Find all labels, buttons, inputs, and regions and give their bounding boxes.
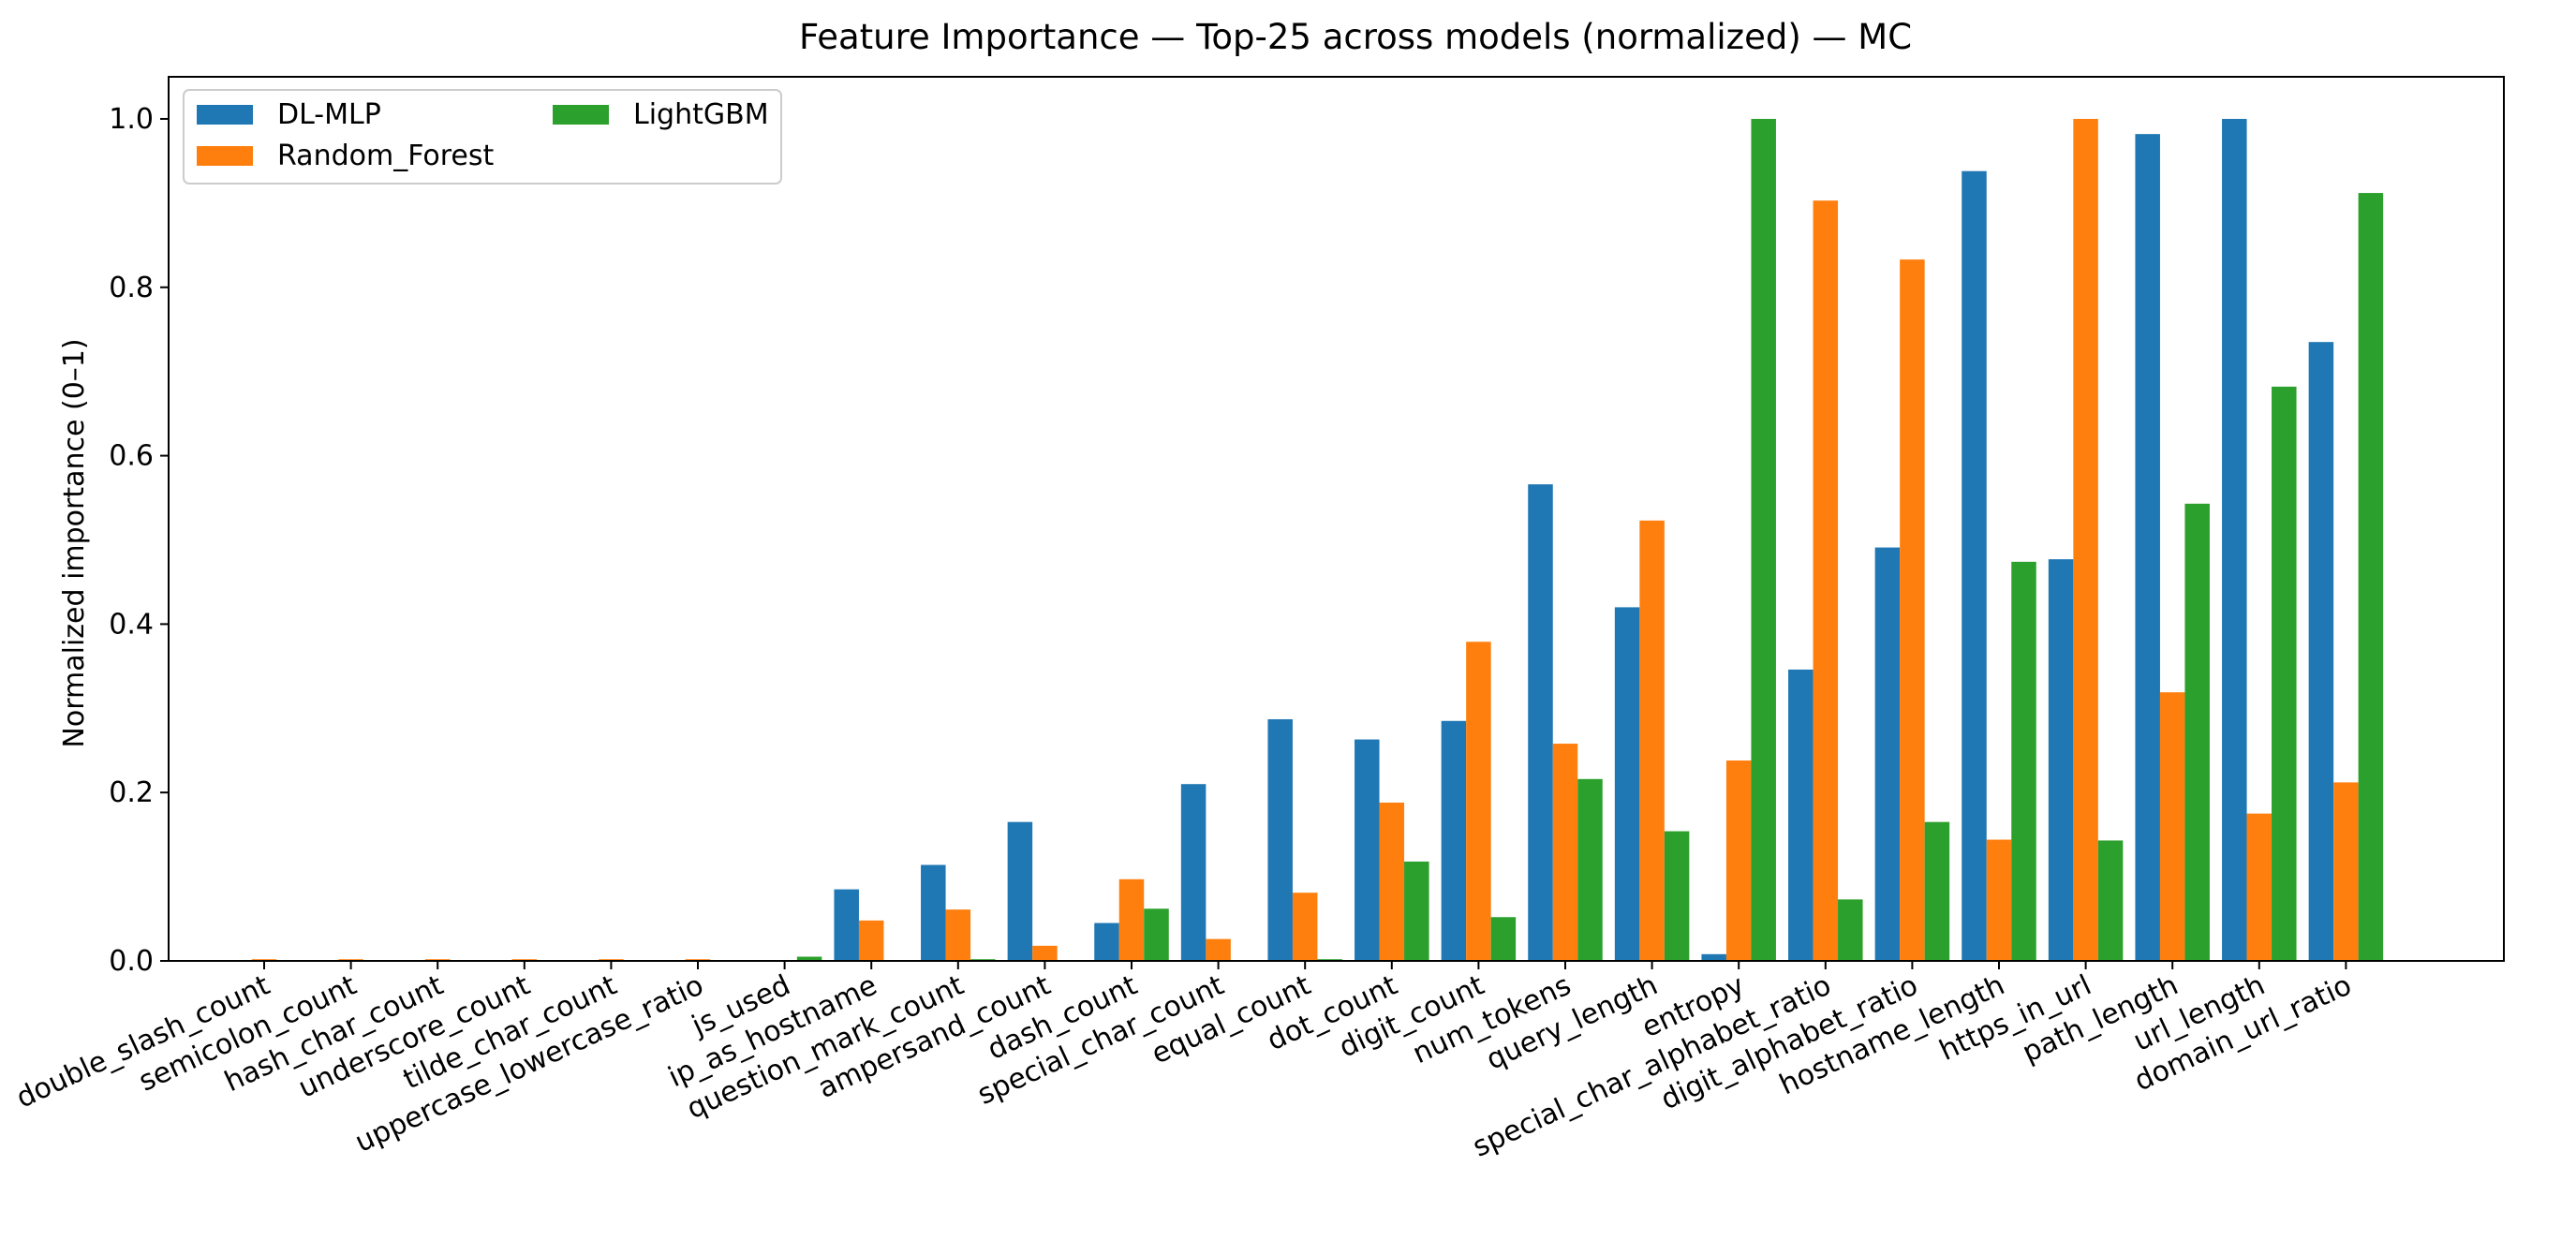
bar-lightgbm-special-char-alphabet-ratio <box>1838 899 1863 961</box>
legend-swatch-random-forest <box>197 146 253 166</box>
bar-dl-mlp-url-length <box>2222 118 2247 961</box>
y-tick-label: 0.2 <box>109 776 154 809</box>
bar-lightgbm-digit-alphabet-ratio <box>1924 821 1950 961</box>
bar-lightgbm-path-length <box>2184 503 2210 961</box>
bar-random-forest-digit-alphabet-ratio <box>1900 259 1925 962</box>
bar-lightgbm-https-in-url <box>2097 840 2124 961</box>
bar-random-forest-query-length <box>1639 520 1665 961</box>
y-tick-label: 0.4 <box>109 608 154 641</box>
bar-lightgbm-js-used <box>796 956 822 961</box>
legend-swatch-lightgbm <box>553 105 609 125</box>
bar-random-forest-url-length <box>2246 813 2273 961</box>
y-tick-label: 0.8 <box>109 272 154 304</box>
bar-random-forest-path-length <box>2159 692 2185 961</box>
bar-dl-mlp-ip-as-hostname <box>834 889 859 961</box>
bar-dl-mlp-entropy <box>1701 953 1726 961</box>
bar-lightgbm-entropy <box>1751 118 1776 961</box>
y-tick-label: 0.0 <box>109 945 154 978</box>
bar-dl-mlp-dot-count <box>1355 739 1380 961</box>
y-axis-label: Normalized importance (0–1) <box>58 338 91 747</box>
bar-dl-mlp-digit-count <box>1441 720 1467 961</box>
bar-random-forest-entropy <box>1725 760 1752 961</box>
bar-dl-mlp-query-length <box>1614 607 1640 961</box>
y-tick-label: 0.6 <box>109 440 154 473</box>
bar-dl-mlp-ampersand-count <box>1007 821 1033 961</box>
legend-label-random-forest: Random_Forest <box>277 140 495 172</box>
bar-random-forest-ampersand-count <box>1032 945 1058 961</box>
bar-lightgbm-dash-count <box>1144 908 1169 961</box>
bar-dl-mlp-dash-count <box>1094 923 1119 961</box>
y-axis: 0.0 0.2 0.4 0.6 0.8 1.0 <box>109 103 169 978</box>
bar-random-forest-hostname-length <box>1986 839 2012 961</box>
bar-dl-mlp-question-mark-count <box>921 864 946 961</box>
bar-random-forest-domain-url-ratio <box>2333 782 2359 961</box>
chart-title: Feature Importance — Top-25 across model… <box>799 17 1912 57</box>
bar-random-forest-special-char-alphabet-ratio <box>1813 200 1839 961</box>
bar-lightgbm-url-length <box>2272 386 2297 962</box>
bar-dl-mlp-hostname-length <box>1962 170 1987 961</box>
bar-dl-mlp-digit-alphabet-ratio <box>1874 547 1901 961</box>
bar-lightgbm-dot-count <box>1404 861 1429 961</box>
bar-random-forest-num-tokens <box>1552 744 1578 961</box>
bar-random-forest-ip-as-hostname <box>858 920 884 961</box>
bar-dl-mlp-num-tokens <box>1528 484 1553 961</box>
bar-lightgbm-digit-count <box>1490 917 1517 961</box>
bar-random-forest-equal-count <box>1292 893 1318 961</box>
plot-area-frame <box>168 76 2505 962</box>
legend: DL-MLP Random_Forest LightGBM <box>183 89 782 185</box>
bar-random-forest-https-in-url <box>2073 118 2098 961</box>
bar-dl-mlp-domain-url-ratio <box>2308 342 2334 961</box>
bars-layer <box>251 118 2384 962</box>
bar-random-forest-special-char-count <box>1206 938 1231 961</box>
bar-random-forest-question-mark-count <box>945 909 971 961</box>
bar-dl-mlp-equal-count <box>1267 718 1293 961</box>
bar-dl-mlp-special-char-count <box>1180 784 1207 961</box>
legend-swatch-dl-mlp <box>197 105 253 125</box>
bar-random-forest-digit-count <box>1466 642 1491 961</box>
bar-random-forest-dot-count <box>1379 802 1405 961</box>
bar-lightgbm-query-length <box>1664 831 1690 961</box>
bar-random-forest-dash-count <box>1118 878 1145 961</box>
y-tick-label: 1.0 <box>109 103 154 136</box>
bar-dl-mlp-special-char-alphabet-ratio <box>1788 669 1814 961</box>
bar-dl-mlp-https-in-url <box>2048 559 2074 961</box>
bar-lightgbm-hostname-length <box>2011 561 2036 961</box>
legend-box <box>183 89 782 185</box>
bar-lightgbm-domain-url-ratio <box>2358 193 2384 961</box>
x-axis: double_slash_countsemicolon_counthash_ch… <box>11 961 2357 1164</box>
legend-label-dl-mlp: DL-MLP <box>277 98 381 131</box>
bar-lightgbm-num-tokens <box>1577 778 1603 961</box>
bar-dl-mlp-path-length <box>2135 134 2160 961</box>
legend-label-lightgbm: LightGBM <box>633 98 769 131</box>
